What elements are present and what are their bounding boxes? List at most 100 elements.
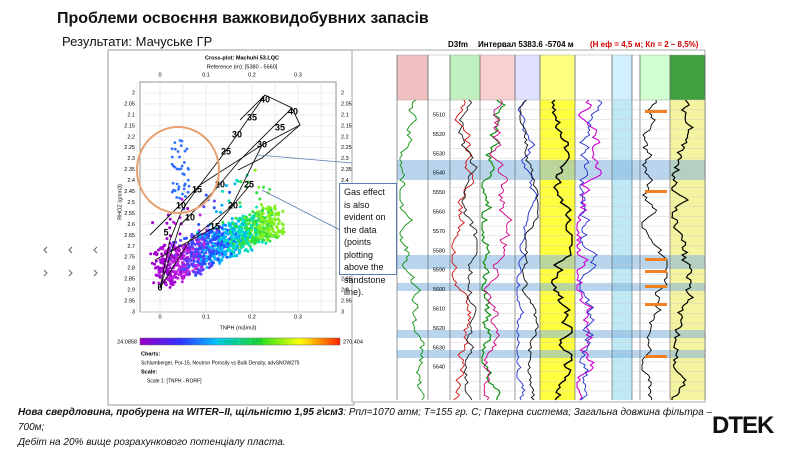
overlay-label: 25	[244, 179, 254, 189]
scatter-point	[168, 285, 172, 289]
overlay-label: 40	[260, 94, 270, 104]
scatter-point	[257, 238, 261, 241]
scatter-point	[281, 226, 285, 230]
scatter-point	[249, 218, 253, 222]
scatter-point	[177, 185, 181, 189]
scatter-point	[219, 236, 223, 240]
scatter-point	[252, 220, 255, 224]
overlay-label: 10	[185, 212, 195, 222]
y-axis-label: RHOZ (g/cm3)	[117, 184, 123, 220]
log-curve	[575, 99, 603, 401]
scatter-point	[221, 236, 225, 240]
footer-line2: Дебіт на 20% вище розрахункового потенці…	[18, 437, 286, 448]
scatter-point	[240, 230, 244, 234]
scatter-point	[269, 206, 273, 210]
scatter-point	[224, 227, 227, 231]
scatter-point	[208, 246, 212, 250]
scatter-point	[246, 180, 250, 184]
scatter-point	[206, 242, 210, 246]
scatter-point	[257, 240, 261, 244]
log-header	[611, 54, 633, 101]
scatter-point	[243, 223, 247, 227]
scatter-point	[261, 222, 265, 226]
overlay-line	[154, 184, 251, 261]
scatter-point	[244, 216, 248, 219]
overlay-label: 5	[163, 227, 168, 237]
scatter-point	[182, 187, 186, 191]
scatter-point	[205, 259, 208, 263]
scatter-point	[251, 235, 255, 239]
chart-ref: Schlumberger, Por-15, Neutron Porosity v…	[141, 360, 300, 366]
scatter-point	[259, 203, 263, 207]
y-tick-label: 2.3	[127, 156, 135, 162]
scatter-point	[234, 216, 238, 220]
scatter-point	[176, 253, 180, 257]
scatter-point	[165, 237, 169, 241]
depth-label: 5530	[433, 151, 445, 157]
scatter-point	[202, 240, 206, 244]
scatter-point	[157, 248, 160, 252]
y-tick-label: 2.65	[124, 233, 135, 239]
y-tick-label: 2.9	[127, 288, 135, 294]
scale-ref: Scale 1: [TNPH - RORF]	[147, 378, 202, 384]
scatter-point	[183, 149, 187, 153]
scatter-point	[185, 147, 189, 151]
overlay-label: 20	[215, 179, 225, 189]
y-tick-label: 2.05	[341, 101, 352, 107]
gas-band	[397, 255, 705, 269]
scatter-point	[228, 244, 232, 248]
scatter-point	[205, 255, 209, 259]
scatter-point	[181, 192, 184, 196]
overlay-label: 35	[275, 122, 285, 132]
scatter-point	[237, 242, 241, 246]
log-header	[639, 54, 671, 101]
scatter-point	[198, 268, 201, 272]
pointer	[257, 154, 353, 164]
scatter-point	[152, 281, 156, 285]
scatter-point	[190, 255, 194, 259]
scatter-point	[256, 210, 260, 214]
scatter-point	[254, 228, 257, 232]
scatter-point	[227, 223, 231, 227]
scatter-point	[211, 246, 215, 250]
scatter-point	[173, 141, 177, 145]
scatter-point	[178, 232, 182, 236]
scatter-point	[232, 222, 235, 226]
y-tick-label: 2.5	[127, 200, 135, 206]
scatter-point	[170, 155, 174, 159]
marker	[645, 190, 667, 193]
depth-label: 5520	[433, 132, 445, 138]
scatter-point	[186, 178, 190, 182]
scatter-point	[158, 258, 162, 262]
scatter-point	[240, 241, 244, 245]
colorbar-max: 270.404	[343, 339, 363, 345]
scatter-point	[230, 254, 234, 258]
y-tick-label: 2.1	[127, 112, 135, 118]
scatter-point	[227, 199, 231, 203]
scatter-point	[212, 199, 216, 203]
scatter-point	[161, 247, 165, 251]
scatter-point	[217, 230, 221, 234]
scatter-point	[260, 240, 264, 244]
scatter-point	[240, 227, 244, 231]
scatter-point	[273, 213, 277, 217]
scatter-point	[189, 251, 193, 255]
y-tick-label: 2.2	[127, 134, 135, 140]
scatter-point	[238, 228, 242, 231]
scatter-point	[255, 223, 259, 227]
scatter-point	[200, 237, 204, 241]
scatter-point	[220, 203, 224, 207]
scatter-point	[184, 271, 188, 274]
scatter-point	[197, 223, 201, 226]
y-tick-label: 2.95	[124, 299, 135, 305]
scatter-point	[201, 261, 205, 265]
scatter-point	[216, 257, 220, 261]
scatter-point	[232, 254, 236, 258]
scatter-point	[231, 250, 235, 254]
scatter-point	[238, 201, 242, 205]
scatter-point	[247, 229, 250, 233]
scatter-point	[243, 248, 247, 252]
scatter-point	[187, 167, 190, 171]
scatter-point	[260, 209, 264, 213]
